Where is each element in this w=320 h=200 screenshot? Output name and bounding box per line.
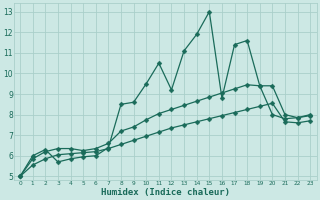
X-axis label: Humidex (Indice chaleur): Humidex (Indice chaleur) [101, 188, 230, 197]
